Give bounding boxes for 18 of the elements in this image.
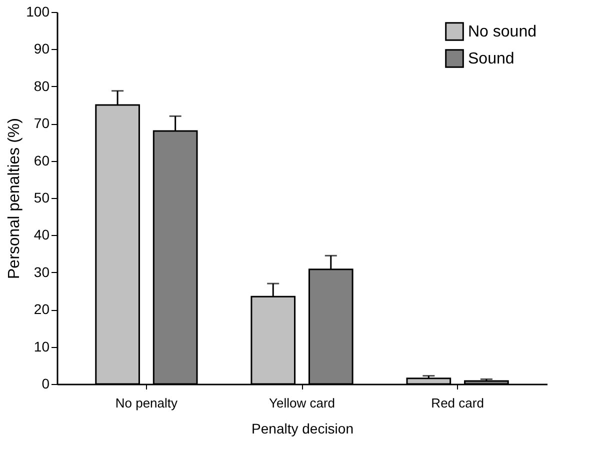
y-tick-label: 20 — [34, 301, 50, 318]
legend-label: Sound — [468, 50, 514, 68]
y-tick-label: 70 — [34, 115, 50, 132]
y-tick-label: 90 — [34, 40, 50, 57]
y-tick-label: 10 — [34, 338, 50, 354]
y-tick-label: 80 — [34, 78, 50, 94]
legend-label: No sound — [468, 24, 536, 40]
y-tick-label: 60 — [34, 152, 50, 168]
y-tick-label: 30 — [34, 264, 50, 280]
y-tick-label: 0 — [42, 376, 50, 392]
y-tick-label: 50 — [34, 190, 50, 206]
y-tick-label: 100 — [26, 4, 50, 20]
x-tick-label: No penalty — [115, 396, 178, 410]
x-tick-label: Yellow card — [268, 396, 336, 410]
y-tick-label: 40 — [34, 226, 50, 243]
x-axis-title: Penalty decision — [252, 420, 354, 436]
x-tick-label: Red card — [431, 396, 484, 410]
y-axis-title: Personal penalties (%) — [6, 118, 24, 279]
